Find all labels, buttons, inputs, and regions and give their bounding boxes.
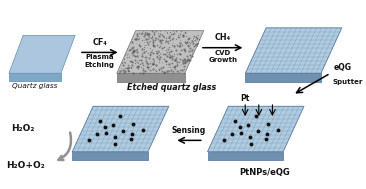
Polygon shape: [117, 73, 185, 82]
Polygon shape: [208, 106, 304, 152]
FancyArrowPatch shape: [59, 133, 71, 160]
Polygon shape: [9, 35, 75, 73]
Text: CVD: CVD: [214, 50, 231, 56]
Polygon shape: [72, 152, 148, 160]
Polygon shape: [72, 106, 169, 152]
Text: Growth: Growth: [208, 57, 237, 63]
Polygon shape: [208, 152, 283, 160]
Polygon shape: [9, 73, 61, 81]
Polygon shape: [245, 28, 342, 73]
Text: CH₄: CH₄: [214, 33, 231, 42]
Text: Plasma: Plasma: [86, 54, 114, 60]
Text: Quartz glass: Quartz glass: [12, 83, 57, 89]
Polygon shape: [245, 73, 321, 82]
Text: CF₄: CF₄: [92, 38, 107, 47]
Polygon shape: [117, 31, 204, 73]
Text: Etched quartz glass: Etched quartz glass: [127, 83, 216, 92]
Text: Etching: Etching: [85, 62, 115, 68]
Text: PtNPs/eQG: PtNPs/eQG: [239, 168, 290, 177]
Text: H₂O+O₂: H₂O+O₂: [6, 161, 45, 170]
Text: Pt: Pt: [241, 94, 250, 104]
Text: eQG: eQG: [333, 63, 351, 72]
Text: Sensing: Sensing: [172, 126, 206, 135]
Text: Sputter: Sputter: [332, 79, 363, 85]
Text: H₂O₂: H₂O₂: [11, 124, 34, 132]
